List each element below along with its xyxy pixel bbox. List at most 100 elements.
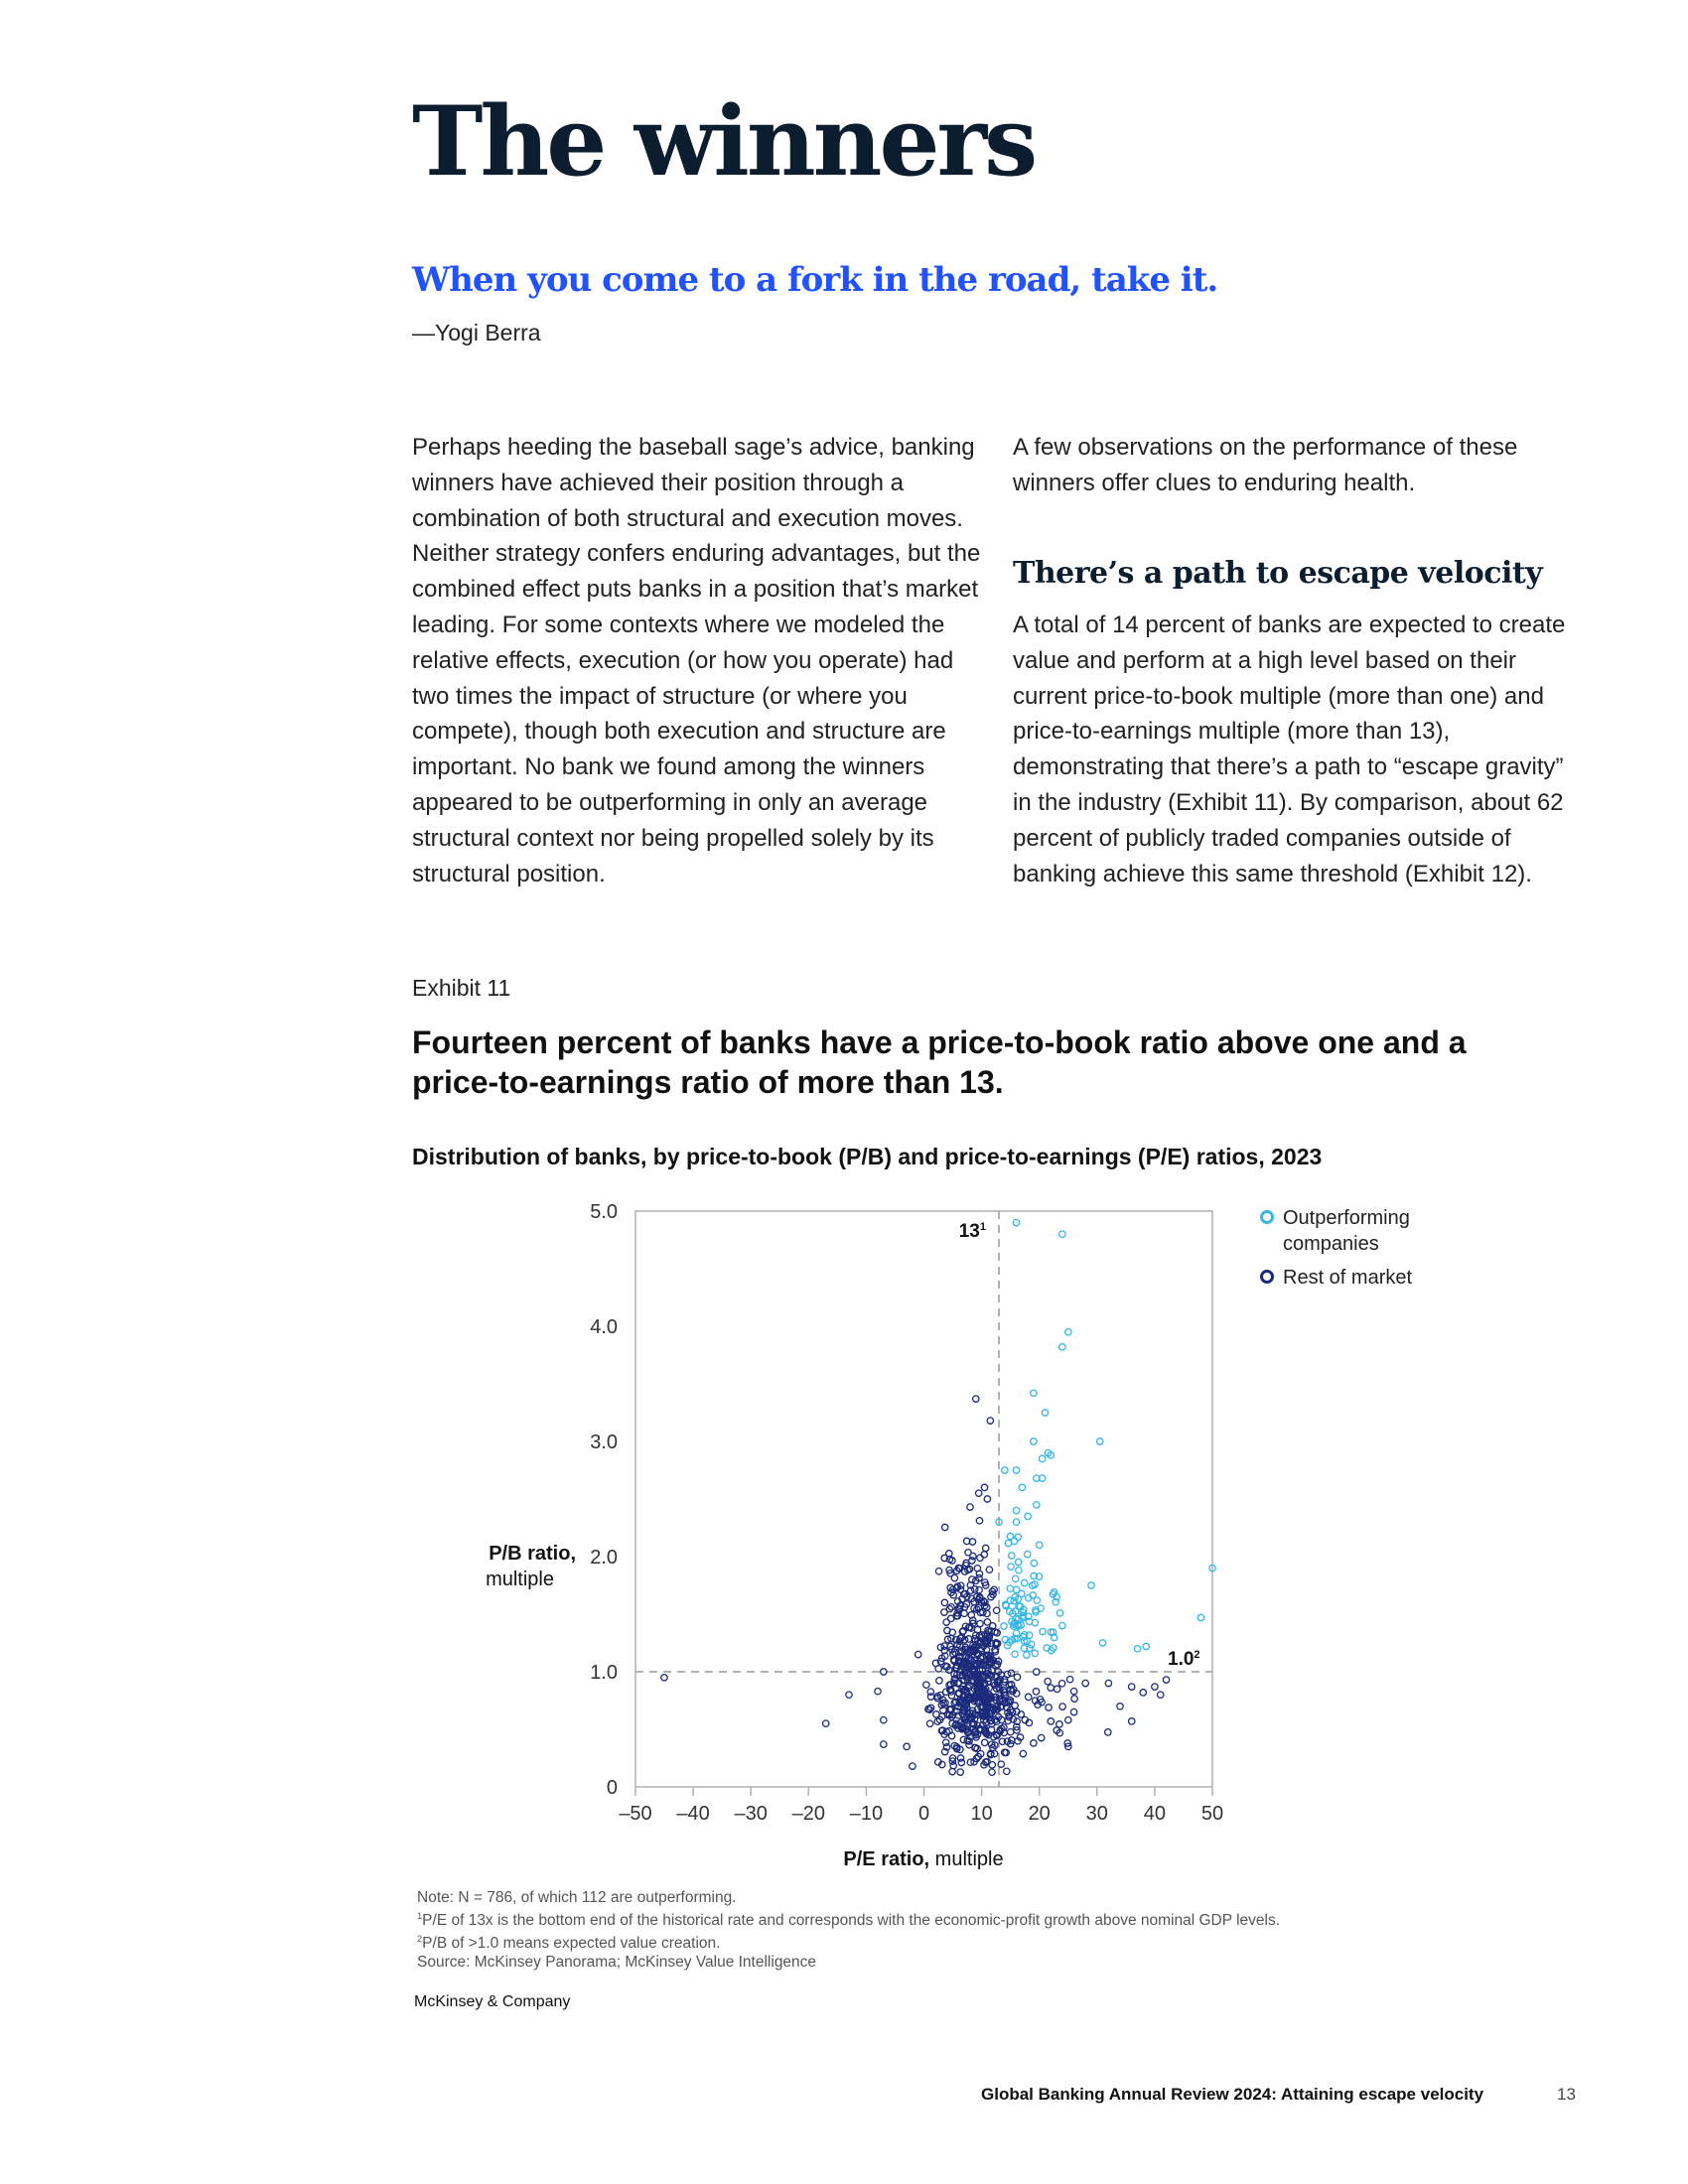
data-point-rest-of-market [909, 1762, 916, 1770]
x-axis-label-unit: multiple [929, 1848, 1003, 1870]
data-point-outperforming [1041, 1409, 1050, 1417]
data-point-rest-of-market [971, 1576, 980, 1585]
data-point-rest-of-market [959, 1735, 968, 1744]
y-tick-label: 3.0 [590, 1432, 618, 1453]
data-point-rest-of-market [964, 1623, 973, 1632]
data-point-outperforming [1033, 1596, 1042, 1605]
data-point-rest-of-market [976, 1619, 984, 1628]
data-point-rest-of-market [941, 1738, 950, 1747]
data-point-rest-of-market [1047, 1717, 1055, 1725]
data-point-rest-of-market [952, 1612, 961, 1620]
data-point-rest-of-market [1013, 1717, 1022, 1726]
data-point-outperforming [1032, 1500, 1041, 1509]
data-point-outperforming [1055, 1608, 1064, 1617]
data-point-rest-of-market [948, 1767, 956, 1776]
data-point-rest-of-market [953, 1671, 961, 1679]
data-point-rest-of-market [933, 1717, 942, 1726]
data-point-outperforming [1030, 1389, 1038, 1398]
data-point-rest-of-market [1004, 1708, 1012, 1717]
data-point-outperforming [1024, 1593, 1033, 1602]
data-point-rest-of-market [967, 1687, 976, 1696]
x-tick-label: –10 [850, 1803, 883, 1825]
data-point-outperforming [1005, 1638, 1014, 1647]
data-point-outperforming [1050, 1633, 1058, 1642]
data-point-rest-of-market [984, 1631, 992, 1639]
data-point-rest-of-market [947, 1692, 956, 1700]
data-point-rest-of-market [1057, 1679, 1066, 1688]
data-point-rest-of-market [981, 1725, 989, 1733]
data-point-rest-of-market [947, 1602, 955, 1611]
data-point-outperforming [1035, 1541, 1044, 1550]
data-point-outperforming [1058, 1343, 1066, 1351]
y-tick-label: 0 [607, 1777, 618, 1799]
data-point-rest-of-market [958, 1627, 967, 1636]
data-point-rest-of-market [950, 1741, 959, 1750]
data-point-rest-of-market [1019, 1749, 1028, 1758]
legend-marker-outperforming [1260, 1210, 1274, 1224]
exhibit-label: Exhibit 11 [412, 975, 511, 1001]
data-point-rest-of-market [978, 1691, 987, 1700]
legend-label-outperforming-line2: companies [1283, 1233, 1379, 1255]
data-point-rest-of-market [966, 1694, 975, 1703]
y-tick-label: 2.0 [590, 1547, 618, 1569]
data-point-rest-of-market [967, 1611, 976, 1619]
legend-label-outperforming: Outperforming companies [1283, 1207, 1415, 1255]
data-point-rest-of-market [879, 1740, 888, 1748]
data-point-outperforming [1019, 1608, 1027, 1617]
data-point-rest-of-market [1013, 1673, 1022, 1682]
data-point-outperforming [1011, 1574, 1020, 1583]
data-point-rest-of-market [985, 1635, 993, 1643]
data-point-rest-of-market [1032, 1668, 1041, 1676]
data-point-outperforming [1006, 1596, 1015, 1605]
data-point-rest-of-market [1004, 1698, 1013, 1706]
data-point-rest-of-market [983, 1495, 992, 1503]
data-point-rest-of-market [973, 1625, 982, 1634]
data-point-outperforming [1015, 1566, 1023, 1574]
data-point-rest-of-market [1069, 1687, 1078, 1696]
data-point-outperforming [1025, 1617, 1034, 1626]
data-point-rest-of-market [1063, 1742, 1072, 1751]
data-point-rest-of-market [986, 1417, 995, 1425]
data-point-outperforming [1038, 1474, 1047, 1482]
legend: Outperforming companies Rest of market [1260, 1207, 1415, 1289]
x-tick-label: –40 [676, 1803, 709, 1825]
data-point-rest-of-market [998, 1737, 1007, 1746]
data-point-rest-of-market [986, 1716, 995, 1725]
data-point-rest-of-market [940, 1652, 949, 1661]
y-axis-label-unit: multiple [486, 1569, 554, 1590]
data-point-outperforming [1012, 1466, 1021, 1474]
data-point-rest-of-market [1053, 1726, 1061, 1734]
data-point-rest-of-market [971, 1728, 980, 1737]
data-point-rest-of-market [985, 1657, 994, 1666]
data-point-rest-of-market [978, 1688, 987, 1697]
data-point-rest-of-market [925, 1706, 934, 1713]
data-point-rest-of-market [966, 1503, 974, 1511]
data-point-outperforming [1049, 1628, 1057, 1637]
data-point-rest-of-market [938, 1726, 947, 1734]
data-point-rest-of-market [970, 1585, 979, 1593]
data-point-rest-of-market [955, 1605, 964, 1613]
data-point-outperforming [1007, 1552, 1016, 1560]
data-point-rest-of-market [952, 1664, 961, 1672]
data-point-rest-of-market [976, 1678, 985, 1687]
data-point-outperforming [1087, 1581, 1095, 1589]
data-point-rest-of-market [1127, 1717, 1136, 1725]
data-point-rest-of-market [1030, 1739, 1038, 1747]
data-point-rest-of-market [955, 1653, 963, 1662]
data-point-outperforming [1000, 1622, 1008, 1630]
x-tick-label: 50 [1201, 1803, 1223, 1825]
x-tick-label: –50 [619, 1803, 651, 1825]
data-point-rest-of-market [965, 1740, 973, 1749]
data-point-rest-of-market [935, 1677, 943, 1685]
data-point-rest-of-market [1058, 1703, 1066, 1710]
x-tick-label: 0 [918, 1803, 929, 1825]
body-text-right-column: A total of 14 percent of banks are expec… [1013, 612, 1566, 887]
data-point-rest-of-market [1116, 1702, 1124, 1710]
data-point-rest-of-market [958, 1671, 967, 1680]
data-point-rest-of-market [974, 1650, 983, 1659]
data-point-outperforming [1058, 1621, 1066, 1630]
data-point-rest-of-market [1063, 1739, 1072, 1747]
footnote-2: 2P/B of >1.0 means expected value creati… [417, 1930, 1280, 1953]
data-point-outperforming [1005, 1607, 1014, 1616]
data-point-rest-of-market [937, 1760, 946, 1769]
